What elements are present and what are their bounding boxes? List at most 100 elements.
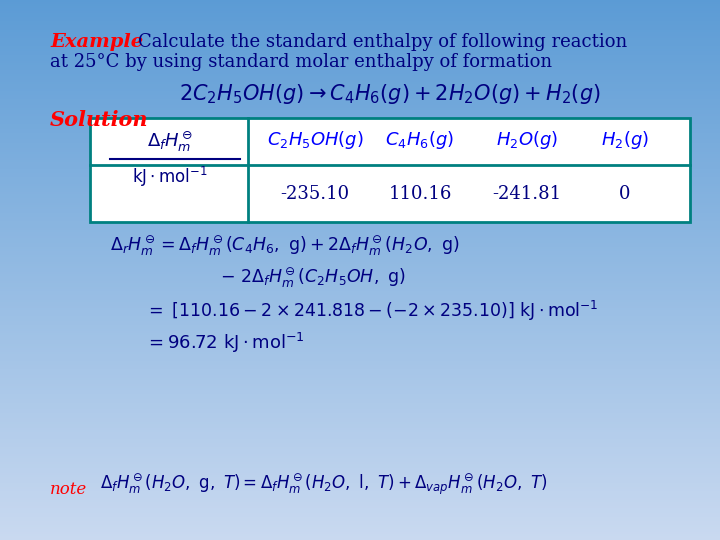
- Bar: [0, 502, 720, 504]
- Text: $\Delta_f H_m^\ominus(H_2O,\ \mathrm{g},\ T) = \Delta_f H_m^\ominus(H_2O,\ \math: $\Delta_f H_m^\ominus(H_2O,\ \mathrm{g},…: [100, 472, 547, 498]
- Bar: [0, 221, 720, 224]
- Bar: [0, 46, 720, 49]
- Bar: [0, 498, 720, 500]
- Bar: [0, 65, 720, 68]
- Bar: [0, 314, 720, 316]
- Bar: [0, 234, 720, 237]
- Bar: [0, 481, 720, 483]
- Bar: [0, 507, 720, 508]
- Bar: [0, 126, 720, 129]
- Bar: [0, 375, 720, 377]
- Bar: [0, 414, 720, 416]
- Bar: [0, 147, 720, 150]
- Bar: [0, 386, 720, 388]
- Bar: [0, 173, 720, 175]
- Bar: [0, 139, 720, 141]
- Bar: [0, 192, 720, 194]
- Bar: [0, 99, 720, 102]
- Bar: [0, 531, 720, 534]
- Bar: [0, 437, 720, 438]
- Bar: [0, 470, 720, 472]
- Text: $H_2(g)$: $H_2(g)$: [601, 129, 649, 151]
- Bar: [0, 276, 720, 279]
- Bar: [0, 270, 720, 272]
- Bar: [0, 261, 720, 264]
- Bar: [0, 175, 720, 177]
- Bar: [0, 190, 720, 192]
- Bar: [0, 289, 720, 291]
- Bar: [0, 51, 720, 53]
- Text: $= 96.72\ \mathrm{kJ \cdot mol^{-1}}$: $= 96.72\ \mathrm{kJ \cdot mol^{-1}}$: [145, 331, 305, 355]
- Bar: [0, 500, 720, 502]
- Bar: [0, 70, 720, 72]
- Bar: [0, 196, 720, 198]
- Bar: [0, 102, 720, 103]
- Bar: [0, 420, 720, 422]
- Bar: [0, 372, 720, 373]
- Bar: [0, 430, 720, 433]
- Bar: [0, 30, 720, 32]
- Text: $\mathrm{kJ \cdot mol^{-1}}$: $\mathrm{kJ \cdot mol^{-1}}$: [132, 165, 208, 189]
- Bar: [0, 53, 720, 55]
- Bar: [0, 394, 720, 396]
- Bar: [0, 123, 720, 124]
- Bar: [0, 17, 720, 19]
- Bar: [0, 188, 720, 190]
- Bar: [0, 255, 720, 258]
- Bar: [0, 228, 720, 230]
- Bar: [0, 407, 720, 409]
- Bar: [0, 464, 720, 466]
- Bar: [0, 435, 720, 437]
- Bar: [0, 259, 720, 261]
- Bar: [0, 80, 720, 82]
- Bar: [0, 529, 720, 531]
- Bar: [0, 11, 720, 12]
- Bar: [0, 477, 720, 479]
- Bar: [0, 367, 720, 369]
- Bar: [0, 165, 720, 167]
- Bar: [0, 42, 720, 44]
- Bar: [0, 211, 720, 213]
- Bar: [0, 377, 720, 380]
- Bar: [0, 382, 720, 384]
- Bar: [0, 266, 720, 268]
- Bar: [0, 323, 720, 325]
- Bar: [0, 428, 720, 430]
- Bar: [0, 59, 720, 61]
- Bar: [0, 512, 720, 515]
- Bar: [0, 417, 720, 420]
- Bar: [0, 325, 720, 327]
- Bar: [0, 258, 720, 259]
- Bar: [0, 82, 720, 84]
- Bar: [0, 291, 720, 293]
- Text: $\Delta_r H_m^\ominus = \Delta_f H_m^\ominus(C_4H_6,\ \mathrm{g})+2\Delta_f H_m^: $\Delta_r H_m^\ominus = \Delta_f H_m^\om…: [110, 235, 459, 259]
- Bar: [0, 422, 720, 424]
- Bar: [0, 354, 720, 356]
- Bar: [0, 86, 720, 89]
- Bar: [0, 63, 720, 65]
- Bar: [0, 120, 720, 123]
- Bar: [0, 312, 720, 314]
- Bar: [0, 112, 720, 114]
- Bar: [0, 118, 720, 120]
- Bar: [0, 205, 720, 207]
- Bar: [0, 396, 720, 399]
- Bar: [0, 2, 720, 4]
- Bar: [0, 321, 720, 323]
- Bar: [0, 327, 720, 329]
- Bar: [0, 23, 720, 25]
- Bar: [0, 281, 720, 282]
- Bar: [0, 110, 720, 112]
- Bar: [0, 209, 720, 211]
- Bar: [0, 285, 720, 287]
- Bar: [0, 401, 720, 403]
- Text: -241.81: -241.81: [492, 185, 562, 203]
- Bar: [0, 302, 720, 303]
- Bar: [0, 168, 720, 171]
- Bar: [0, 245, 720, 247]
- Bar: [0, 344, 720, 346]
- Bar: [0, 224, 720, 226]
- Bar: [0, 89, 720, 91]
- Bar: [0, 158, 720, 160]
- Bar: [0, 279, 720, 281]
